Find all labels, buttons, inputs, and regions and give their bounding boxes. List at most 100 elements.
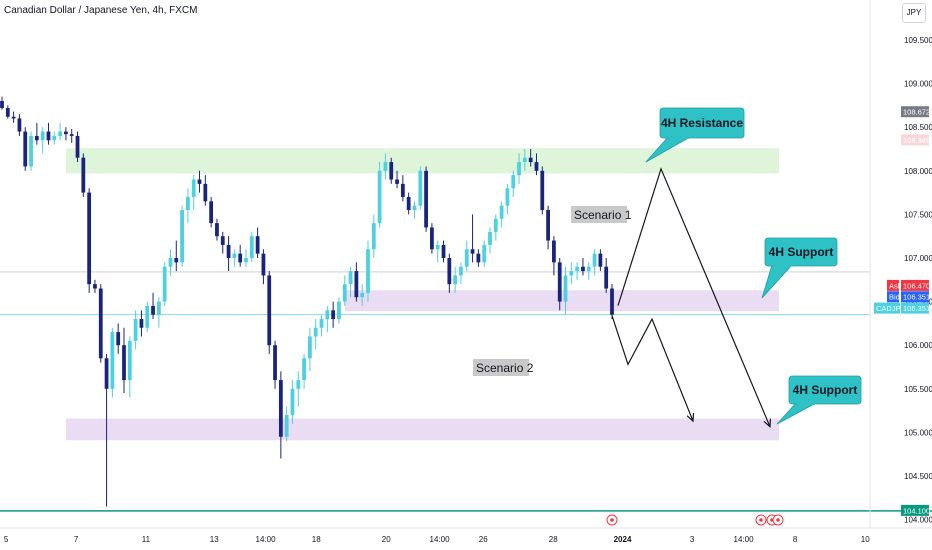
high-label-text: 108.672 bbox=[903, 108, 930, 117]
symbol-tag-bg bbox=[874, 302, 900, 314]
candle bbox=[151, 292, 155, 320]
event-icon-dot bbox=[776, 518, 780, 522]
price-axis[interactable]: 109.500 109.000 108.500 108.000 107.500 107.0… bbox=[869, 0, 932, 528]
candle bbox=[447, 253, 452, 293]
candle-body bbox=[104, 358, 109, 389]
candle bbox=[528, 149, 533, 167]
support-upper-callout-text: 4H Support bbox=[769, 245, 834, 259]
candle bbox=[470, 214, 475, 263]
candle-body bbox=[383, 162, 388, 171]
candle bbox=[424, 166, 428, 232]
candle-body bbox=[98, 288, 103, 359]
candle-body bbox=[366, 249, 370, 293]
price-tick-label: 108.500 bbox=[904, 123, 932, 132]
candle-body bbox=[557, 262, 562, 302]
candle-body bbox=[522, 157, 527, 163]
candle-body bbox=[319, 319, 324, 328]
candle-body bbox=[476, 253, 481, 263]
currency-button[interactable]: JPY bbox=[902, 3, 926, 23]
candle bbox=[331, 301, 336, 328]
candle-body bbox=[395, 179, 399, 184]
symbol-title[interactable]: Canadian Dollar / Japanese Yen, 4h, FXCM bbox=[4, 5, 198, 16]
time-tick-label: 5 bbox=[4, 535, 9, 544]
ask-tag-bg bbox=[887, 279, 899, 291]
candle-body bbox=[122, 345, 126, 381]
candle bbox=[459, 262, 463, 285]
candle bbox=[360, 284, 365, 306]
candle-body bbox=[168, 258, 173, 267]
candle-body bbox=[197, 179, 202, 184]
candle bbox=[296, 371, 301, 407]
candle-body bbox=[261, 253, 266, 276]
candle bbox=[226, 236, 231, 272]
candle-body bbox=[238, 253, 243, 263]
time-tick-label: 2024 bbox=[614, 535, 632, 544]
candle bbox=[435, 240, 440, 263]
bid-tag-text: Bid bbox=[889, 293, 900, 302]
time-tick-label: 26 bbox=[479, 535, 488, 544]
candle bbox=[430, 223, 434, 254]
price-tick-label: 105.000 bbox=[904, 428, 932, 437]
callouts-layer: 4H Resistance 4H Support 4H Support bbox=[645, 107, 862, 425]
support-upper-callout: 4H Support bbox=[761, 237, 838, 299]
price-tick-label: 109.000 bbox=[904, 80, 932, 89]
candle bbox=[313, 319, 318, 350]
candle-body bbox=[64, 131, 68, 135]
candle-body bbox=[331, 310, 336, 320]
zones-layer bbox=[66, 148, 779, 441]
last-value-text: 106.351 bbox=[903, 304, 930, 313]
symbol-tag-text: CADJPY bbox=[876, 304, 906, 313]
candle bbox=[139, 310, 144, 337]
candle-body bbox=[528, 157, 533, 163]
candle bbox=[377, 162, 382, 228]
candle bbox=[581, 258, 585, 276]
candle bbox=[273, 340, 277, 389]
candle bbox=[604, 258, 609, 293]
ask-value: 106.470 bbox=[901, 279, 930, 291]
event-icon-dot bbox=[759, 518, 763, 522]
candle-body bbox=[447, 258, 452, 285]
candle bbox=[592, 249, 597, 276]
bid-value-text: 106.351 bbox=[903, 293, 930, 302]
candle bbox=[284, 406, 289, 442]
event-markers bbox=[606, 514, 784, 526]
candle-body bbox=[488, 231, 492, 245]
candle bbox=[104, 353, 109, 507]
candle-body bbox=[93, 284, 97, 289]
candle-body bbox=[278, 380, 283, 437]
scenario1-path bbox=[617, 167, 771, 427]
scenario1-label-text: Scenario 1 bbox=[574, 208, 632, 222]
candle-body bbox=[348, 271, 353, 285]
candle bbox=[412, 201, 417, 219]
candle-body bbox=[412, 205, 417, 211]
candle bbox=[168, 249, 173, 276]
scenario1-arrowhead bbox=[763, 418, 771, 428]
candle bbox=[569, 262, 574, 285]
time-tick-label: 14:00 bbox=[256, 535, 277, 544]
ask-tag: Ask bbox=[887, 279, 902, 291]
ask-tag-text: Ask bbox=[889, 281, 902, 290]
candle bbox=[220, 231, 225, 254]
candle bbox=[290, 380, 295, 424]
time-tick-label: 8 bbox=[793, 535, 798, 544]
time-axis[interactable]: 5 7 11 13 14:00 18 20 14:00 26 28 2024 3 14:00 8 10 bbox=[0, 514, 932, 544]
candle bbox=[110, 327, 115, 398]
candle bbox=[98, 284, 103, 363]
time-tick-label: 11 bbox=[142, 535, 151, 544]
candle bbox=[261, 249, 266, 285]
last-value: 106.351 bbox=[901, 302, 930, 314]
resistance-callout-text: 4H Resistance bbox=[661, 116, 743, 130]
candle bbox=[122, 327, 126, 394]
candle bbox=[162, 262, 167, 306]
candle-body bbox=[46, 131, 51, 141]
candle-body bbox=[220, 236, 225, 245]
candle bbox=[505, 183, 510, 215]
scenario1-label-box bbox=[571, 206, 627, 223]
price-tick-label: 106.000 bbox=[904, 341, 932, 350]
zone-resistance bbox=[66, 148, 779, 174]
support-lower-callout-box bbox=[788, 375, 862, 405]
candle bbox=[11, 111, 16, 123]
candle-body bbox=[290, 388, 295, 415]
